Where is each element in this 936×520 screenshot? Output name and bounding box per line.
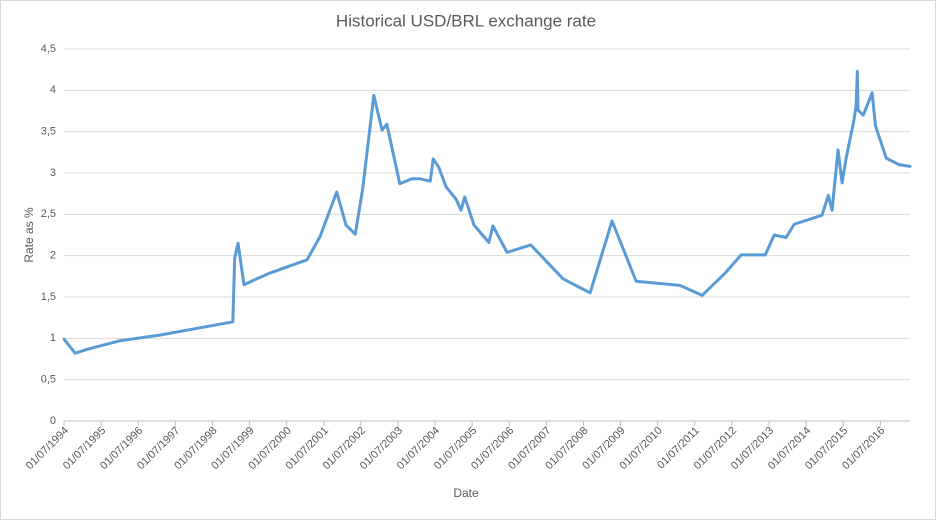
y-tick-label: 2 (50, 250, 56, 262)
y-tick-label: 3,5 (41, 126, 56, 138)
y-tick-label: 1 (50, 332, 56, 344)
data-line (62, 69, 912, 355)
chart-title: Historical USD/BRL exchange rate (336, 11, 596, 30)
x-axis-title: Date (453, 486, 479, 500)
y-tick-label: 0 (50, 415, 56, 427)
y-tick-label: 4 (50, 84, 56, 96)
y-axis-title: Rate as % (22, 207, 36, 263)
y-tick-label: 1,5 (41, 291, 56, 303)
y-tick-label: 2,5 (41, 208, 56, 220)
y-tick-label: 4,5 (41, 43, 56, 55)
y-tick-label: 3 (50, 167, 56, 179)
y-tick-label: 0,5 (41, 374, 56, 386)
